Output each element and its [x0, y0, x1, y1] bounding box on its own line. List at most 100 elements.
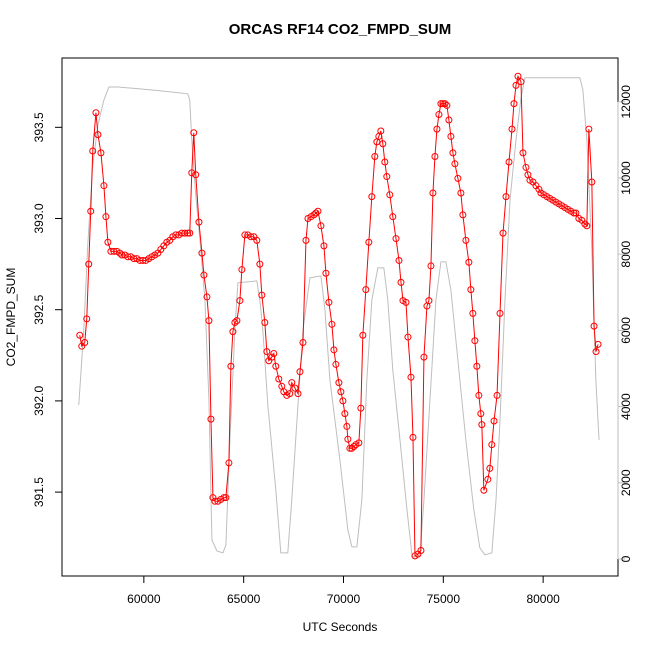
data-point: [337, 388, 345, 396]
data-point: [583, 222, 591, 230]
data-point: [139, 256, 147, 264]
data-point: [233, 317, 241, 325]
data-point: [439, 100, 447, 108]
data-point: [427, 262, 435, 270]
x-axis-label: UTC Seconds: [303, 620, 378, 634]
data-point: [519, 149, 527, 157]
data-point: [570, 209, 578, 217]
data-point: [343, 422, 351, 430]
data-point: [192, 171, 200, 179]
data-point: [238, 266, 246, 274]
data-point: [386, 191, 394, 199]
data-point: [296, 368, 304, 376]
data-point: [209, 494, 217, 502]
data-point: [102, 213, 110, 221]
y2-tick-label: 12000: [619, 85, 633, 119]
data-point: [517, 78, 525, 86]
data-point: [490, 417, 498, 425]
data-point: [581, 220, 589, 228]
data-point: [505, 158, 513, 166]
data-point: [350, 443, 358, 450]
y2-tick-label: 10000: [619, 161, 633, 195]
data-point: [322, 269, 330, 277]
data-point: [371, 152, 379, 160]
data-point: [261, 318, 269, 326]
data-point: [449, 149, 457, 157]
data-point: [207, 415, 215, 423]
data-point: [433, 125, 441, 133]
data-point: [302, 236, 310, 244]
data-point: [402, 298, 410, 306]
data-point: [312, 209, 320, 217]
data-point: [462, 236, 470, 244]
data-point: [594, 340, 602, 348]
y-tick-label: 393.0: [32, 203, 46, 233]
data-point: [241, 231, 249, 239]
data-point: [365, 238, 373, 246]
data-point: [231, 318, 239, 326]
x-tick-label: 60000: [127, 592, 161, 606]
y2-tick-label: 2000: [619, 469, 633, 496]
y-tick-label: 392.0: [32, 386, 46, 416]
data-point: [377, 127, 385, 135]
data-point: [83, 315, 91, 323]
data-point: [357, 404, 365, 412]
data-point: [437, 100, 445, 108]
data-line: [78, 77, 600, 560]
data-point: [409, 433, 417, 441]
data-point: [484, 475, 492, 483]
data-point: [97, 149, 105, 157]
data-point: [368, 193, 376, 201]
data-point: [459, 211, 467, 219]
data-line: [79, 74, 599, 557]
data-point: [467, 286, 475, 294]
y2-tick-label: 0: [619, 555, 633, 562]
y-tick-label: 392.5: [32, 294, 46, 324]
data-point: [344, 435, 352, 443]
chart-title: ORCAS RF14 CO2_FMPD_SUM: [229, 21, 452, 38]
data-point: [236, 297, 244, 305]
data-point: [270, 349, 278, 357]
data-point: [379, 140, 387, 148]
data-point: [417, 546, 425, 554]
data-point: [275, 375, 283, 383]
data-point: [81, 339, 89, 347]
data-point: [404, 333, 412, 341]
data-point: [395, 256, 403, 264]
data-point: [443, 101, 451, 109]
data-point: [124, 253, 132, 261]
data-point: [258, 291, 266, 299]
data-point: [85, 260, 93, 268]
data-point: [225, 459, 233, 467]
data-point: [195, 218, 203, 226]
data-point: [381, 158, 389, 166]
data-point: [480, 486, 488, 494]
data-point: [486, 464, 494, 472]
x-tick-label: 75000: [427, 592, 461, 606]
data-point: [435, 111, 443, 119]
data-point: [341, 410, 349, 418]
data-point: [317, 222, 325, 230]
y-tick-label: 391.5: [32, 477, 46, 507]
data-point: [510, 100, 518, 108]
data-point: [181, 229, 189, 237]
data-point: [310, 211, 318, 219]
data-point: [339, 397, 347, 405]
data-point: [348, 444, 356, 452]
data-point: [253, 236, 261, 244]
data-point: [291, 384, 299, 392]
data-point: [488, 441, 496, 449]
x-tick-label: 65000: [227, 592, 261, 606]
data-point: [585, 125, 593, 133]
data-point: [330, 346, 338, 354]
y2-tick-label: 8000: [619, 241, 633, 268]
data-point: [359, 331, 367, 339]
data-point: [478, 421, 486, 429]
data-point: [429, 189, 437, 197]
data-point: [288, 379, 296, 387]
y2-tick-label: 4000: [619, 393, 633, 420]
data-point: [94, 131, 102, 139]
data-point: [328, 320, 336, 328]
data-point: [588, 178, 596, 186]
